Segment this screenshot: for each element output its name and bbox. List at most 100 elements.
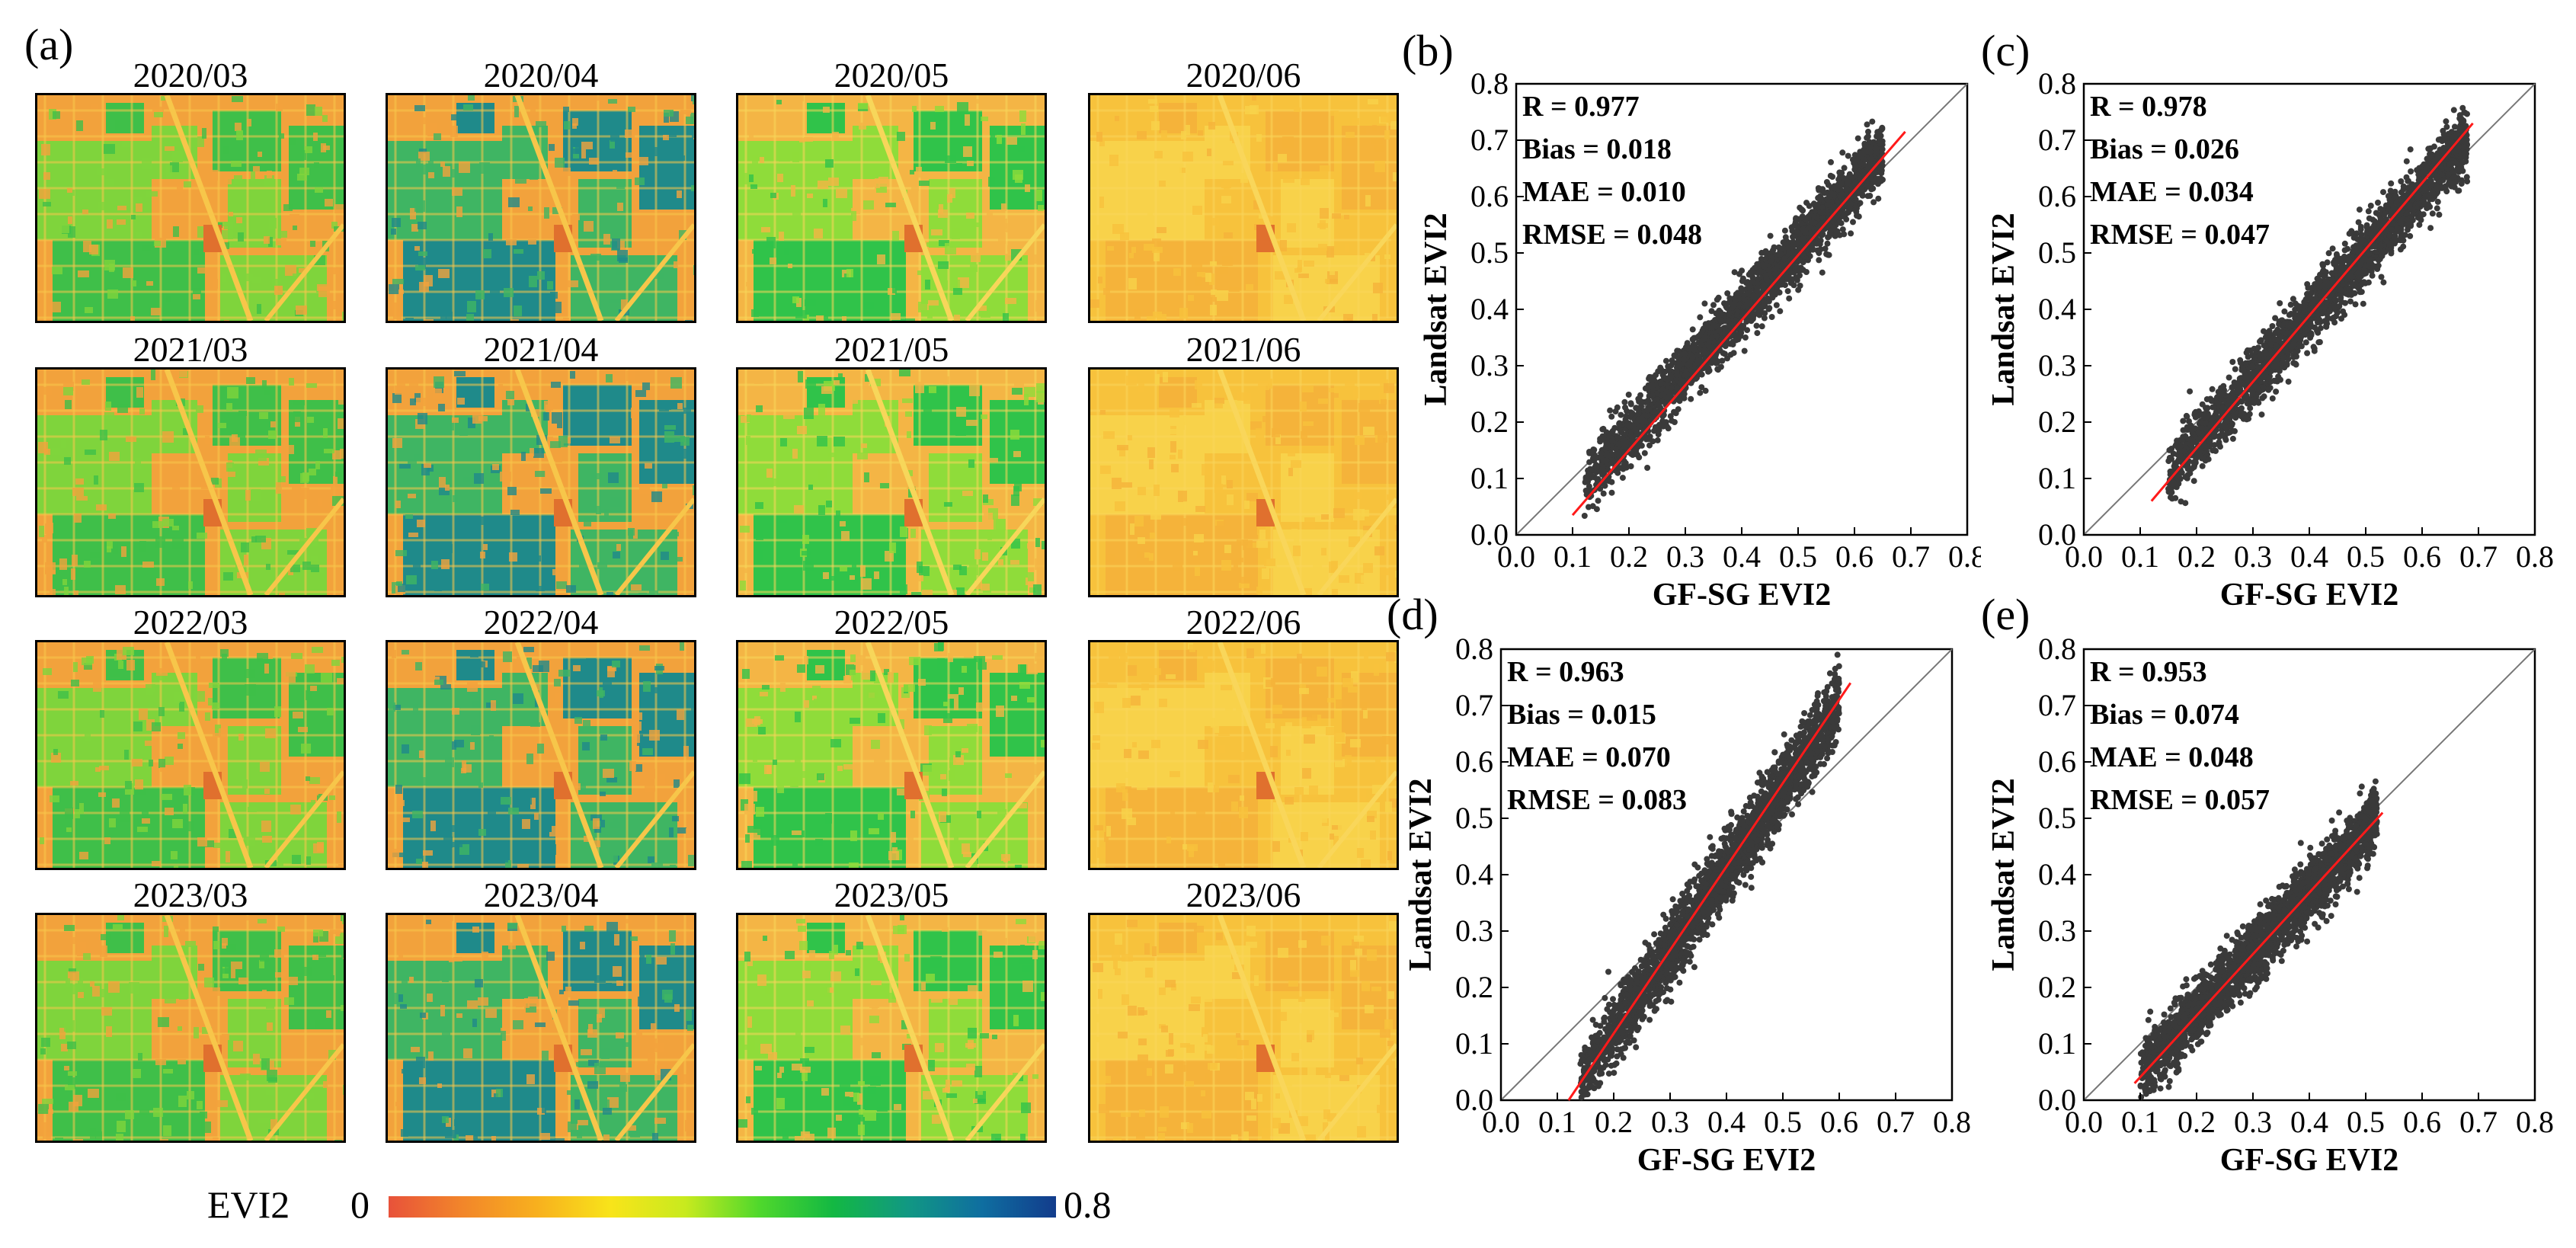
data-point	[1691, 341, 1698, 348]
data-point	[1754, 330, 1761, 337]
data-point	[2365, 279, 2372, 286]
data-point	[1593, 506, 1600, 513]
data-point	[2365, 208, 2372, 215]
data-point	[1794, 239, 1801, 246]
data-point	[2290, 296, 2296, 302]
data-point	[1714, 358, 1721, 365]
data-point	[2322, 272, 2328, 279]
data-point	[2311, 347, 2318, 354]
data-point	[1694, 359, 1701, 366]
evi2-map-2020-06	[1088, 93, 1399, 323]
data-point	[1794, 264, 1801, 271]
data-point	[2373, 226, 2379, 233]
data-point	[2219, 391, 2226, 398]
data-point	[2170, 450, 2177, 457]
y-tick-label: 0.5	[1470, 235, 1509, 270]
evi2-map-2023-04	[386, 913, 696, 1143]
data-point	[2172, 494, 2179, 501]
data-point	[1690, 336, 1697, 342]
data-point	[2445, 130, 2452, 137]
data-point	[1830, 225, 1837, 232]
data-point	[2226, 374, 2232, 381]
data-point	[1697, 314, 1704, 321]
data-point	[2277, 376, 2283, 383]
data-point	[1848, 200, 1854, 207]
data-point	[1666, 367, 1672, 374]
data-point	[2203, 405, 2209, 411]
map-title-2021-04: 2021/04	[483, 330, 599, 369]
x-tick-label: 0.5	[2347, 539, 2385, 574]
data-point	[2213, 427, 2219, 434]
regression-line	[1571, 130, 1906, 517]
data-point	[2276, 321, 2283, 328]
data-point	[1605, 433, 1612, 440]
data-point	[1822, 245, 1829, 252]
data-point	[2187, 388, 2194, 395]
data-point	[2190, 478, 2197, 485]
data-point	[1697, 332, 1704, 338]
data-point	[2434, 155, 2441, 162]
data-point	[1867, 175, 1874, 182]
data-point	[1768, 314, 1775, 320]
data-point	[1655, 368, 1662, 375]
data-point	[1857, 175, 1863, 182]
data-point	[2361, 267, 2368, 274]
y-tick-label: 0.0	[1470, 517, 1509, 552]
data-point	[2443, 118, 2450, 125]
data-point	[2403, 210, 2410, 217]
data-point	[1816, 241, 1823, 248]
data-point	[2274, 360, 2280, 367]
data-point	[1741, 347, 1748, 354]
data-point	[1875, 195, 1882, 202]
data-point	[2425, 201, 2431, 208]
data-point	[1698, 384, 1705, 391]
data-point	[2400, 237, 2407, 244]
data-point	[1609, 437, 1616, 444]
data-point	[1870, 199, 1877, 206]
data-point	[2213, 399, 2219, 406]
data-point	[1646, 392, 1653, 399]
data-point	[1698, 341, 1705, 348]
data-point	[2398, 178, 2405, 184]
data-point	[1860, 161, 1867, 168]
data-point	[2181, 448, 2187, 455]
data-point	[1702, 387, 1709, 394]
data-point	[1618, 411, 1624, 418]
data-point	[2366, 230, 2373, 237]
data-point	[1613, 468, 1620, 475]
data-point	[1778, 251, 1784, 258]
y-tick-label: 0.8	[2038, 66, 2076, 101]
data-point	[1699, 328, 1706, 334]
evi2-map-2022-06	[1088, 640, 1399, 870]
data-point	[2283, 330, 2290, 337]
data-point	[2408, 221, 2414, 228]
data-point	[2265, 386, 2272, 393]
data-point	[2462, 109, 2469, 116]
data-point	[2203, 396, 2210, 402]
data-point	[2445, 140, 2452, 147]
data-point	[2187, 422, 2194, 429]
data-point	[1809, 245, 1816, 251]
data-point	[1688, 395, 1694, 402]
data-point	[1858, 152, 1864, 159]
data-point	[2290, 342, 2296, 349]
data-point	[2380, 189, 2386, 196]
data-point	[2306, 331, 2313, 338]
data-point	[2230, 383, 2237, 390]
data-point	[1593, 469, 1600, 475]
data-point	[1689, 326, 1696, 333]
data-point	[1827, 172, 1834, 179]
data-point	[1832, 203, 1838, 210]
data-point	[2180, 434, 2187, 440]
data-point	[1775, 244, 1782, 251]
data-point	[2245, 347, 2251, 354]
data-point	[1611, 424, 1618, 431]
data-point	[1803, 200, 1810, 206]
data-point	[2388, 180, 2395, 187]
data-point	[1753, 322, 1760, 329]
data-point	[2408, 168, 2414, 174]
evi2-map-2020-03	[35, 93, 346, 323]
data-point	[2414, 193, 2421, 200]
data-point	[2286, 312, 2293, 318]
data-point	[2209, 386, 2216, 392]
